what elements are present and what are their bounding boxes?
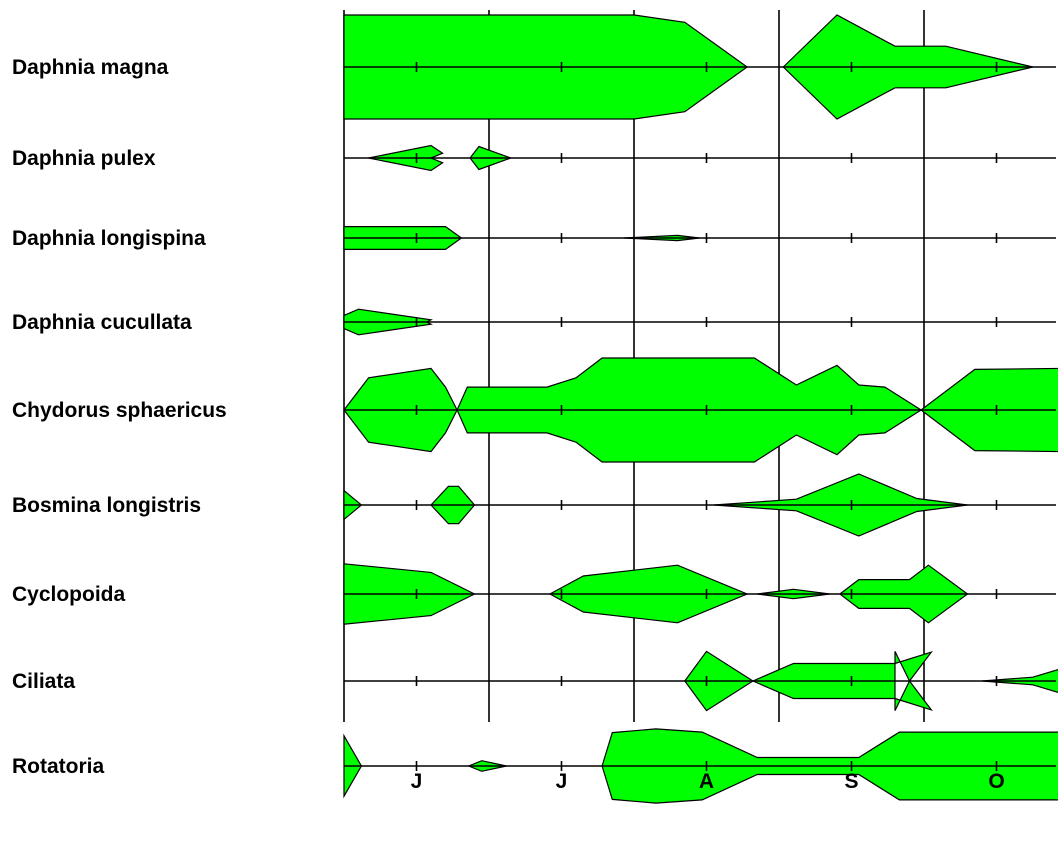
month-label: J xyxy=(556,770,568,793)
species-labels: Daphnia magna Daphnia pulex Daphnia longis… xyxy=(12,56,227,778)
month-label: O xyxy=(988,770,1004,793)
species-label: Rotatoria xyxy=(12,755,104,778)
species-label: Ciliata xyxy=(12,670,75,693)
species-label: Daphnia longispina xyxy=(12,227,206,250)
species-label: Cyclopoida xyxy=(12,583,126,606)
month-label: S xyxy=(844,770,858,793)
species-label: Daphnia magna xyxy=(12,56,169,79)
species-label: Daphnia cucullata xyxy=(12,311,192,334)
month-ticks xyxy=(415,62,998,771)
species-label: Daphnia pulex xyxy=(12,147,156,170)
abundance-kites xyxy=(343,14,1058,804)
species-baselines xyxy=(344,66,1056,767)
species-label: Chydorus sphaericus xyxy=(12,399,227,422)
month-label: A xyxy=(699,770,714,793)
month-label: J xyxy=(411,770,423,793)
species-label: Bosmina longistris xyxy=(12,494,201,517)
